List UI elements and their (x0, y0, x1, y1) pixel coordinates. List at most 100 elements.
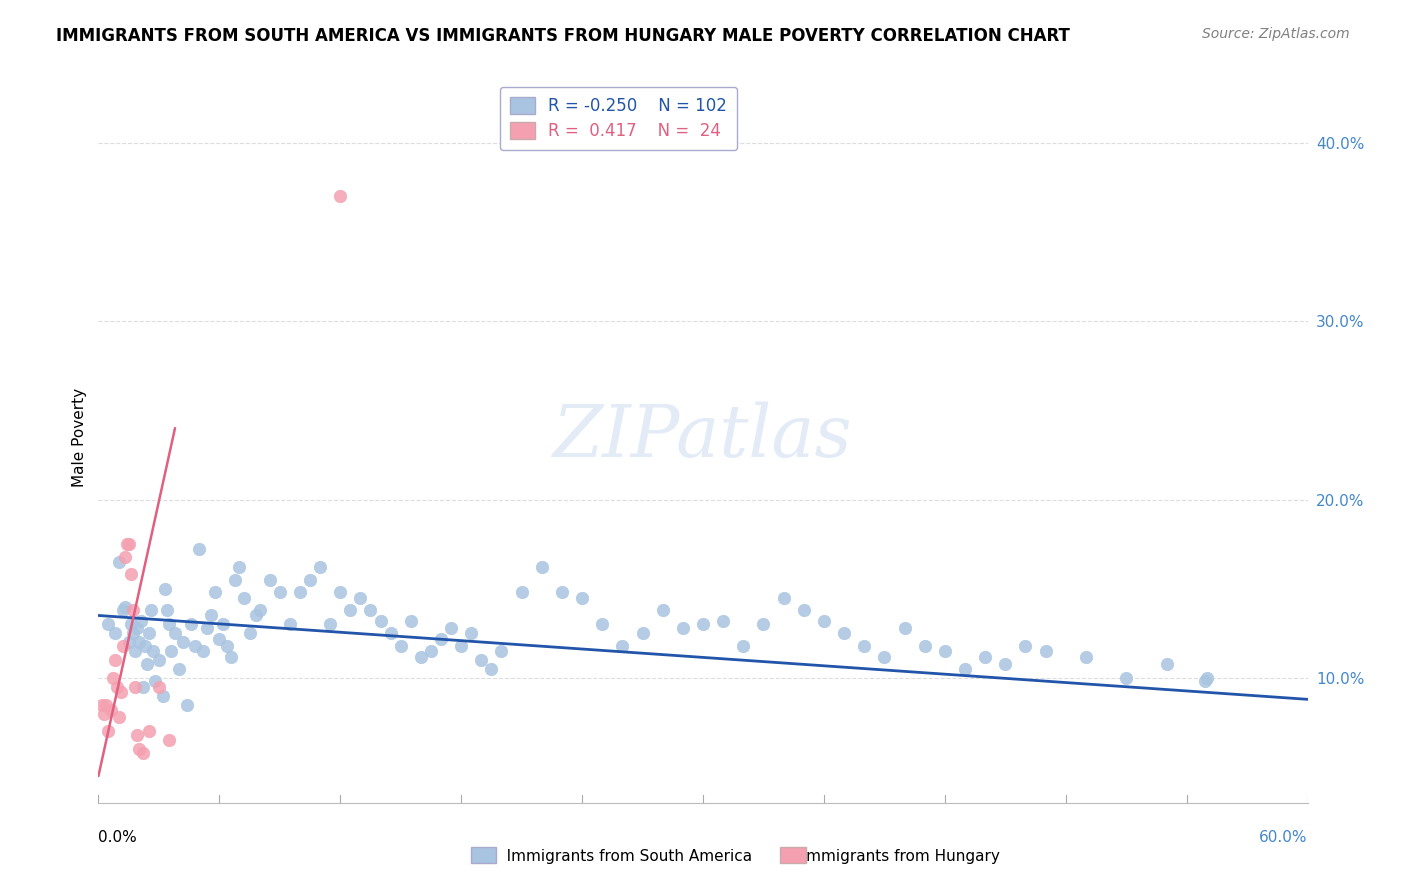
Point (733, 639, 755, 653)
Point (329, 189, 352, 203)
Point (129, 614, 152, 628)
Point (120, 617, 142, 632)
Point (349, 591, 371, 605)
Point (208, 632, 231, 646)
Point (153, 582, 176, 596)
Point (672, 621, 695, 635)
Point (651, 603, 673, 617)
Point (124, 680, 146, 694)
Point (121, 626, 143, 640)
Point (873, 649, 896, 664)
Point (132, 746, 155, 760)
Point (1035, 644, 1057, 658)
Point (200, 608, 222, 623)
Point (128, 635, 150, 649)
Point (259, 573, 281, 587)
Point (135, 657, 157, 671)
Point (134, 639, 156, 653)
Point (163, 626, 186, 640)
Point (249, 603, 271, 617)
Point (1195, 671, 1218, 685)
Point (125, 728, 148, 742)
Point (120, 567, 142, 582)
Point (91, 698, 114, 712)
Point (139, 603, 162, 617)
Point (125, 621, 148, 635)
Point (188, 542, 211, 557)
Point (399, 614, 422, 628)
Point (510, 585, 533, 599)
Point (853, 639, 876, 653)
Point (460, 626, 482, 640)
Point (974, 649, 997, 664)
Point (167, 662, 190, 676)
Point (389, 639, 412, 653)
Point (114, 549, 136, 564)
Point (228, 560, 250, 574)
Point (914, 639, 936, 653)
Point (832, 626, 855, 640)
Point (221, 649, 243, 664)
Point (132, 680, 155, 694)
Point (138, 724, 160, 739)
Point (184, 639, 207, 653)
Point (152, 689, 174, 703)
Point (711, 614, 734, 628)
Point (103, 653, 125, 667)
Text: Immigrants from South America: Immigrants from South America (492, 849, 752, 863)
Point (380, 626, 402, 640)
Point (772, 591, 794, 605)
Point (1194, 674, 1216, 689)
Point (953, 662, 976, 676)
Point (180, 617, 202, 632)
Point (172, 635, 194, 649)
Point (245, 608, 267, 623)
Point (239, 626, 262, 640)
Point (143, 674, 166, 689)
Point (793, 603, 815, 617)
Point (176, 698, 198, 712)
Point (1115, 671, 1137, 685)
Point (101, 671, 124, 685)
Point (481, 662, 503, 676)
Point (93, 706, 115, 721)
Point (204, 585, 226, 599)
Point (813, 614, 835, 628)
Y-axis label: Male Poverty: Male Poverty (72, 387, 87, 487)
Point (111, 639, 134, 653)
Point (148, 653, 170, 667)
Point (193, 644, 215, 658)
Point (118, 635, 141, 649)
Point (370, 614, 392, 628)
Point (339, 603, 361, 617)
Point (420, 644, 443, 658)
Point (269, 585, 291, 599)
Point (491, 644, 513, 658)
Point (440, 621, 463, 635)
Point (97, 724, 120, 739)
Point (110, 685, 132, 699)
Text: Source: ZipAtlas.com: Source: ZipAtlas.com (1202, 27, 1350, 41)
Legend: R = -0.250    N = 102, R =  0.417    N =  24: R = -0.250 N = 102, R = 0.417 N = 24 (499, 87, 737, 150)
Point (299, 573, 322, 587)
Point (157, 617, 180, 632)
Point (121, 603, 143, 617)
Point (278, 617, 301, 632)
Point (96, 698, 118, 712)
Point (157, 733, 180, 747)
Point (551, 585, 574, 599)
Point (430, 632, 453, 646)
Point (138, 626, 160, 640)
Point (118, 537, 141, 551)
Text: ZIPatlas: ZIPatlas (553, 401, 853, 473)
Point (1156, 657, 1178, 671)
Point (994, 657, 1017, 671)
Point (360, 603, 382, 617)
Point (1074, 649, 1097, 664)
Point (128, 742, 150, 756)
Point (309, 560, 332, 574)
Point (224, 573, 246, 587)
Point (142, 644, 165, 658)
Text: Immigrants from Hungary: Immigrants from Hungary (787, 849, 1000, 863)
Point (115, 537, 138, 551)
